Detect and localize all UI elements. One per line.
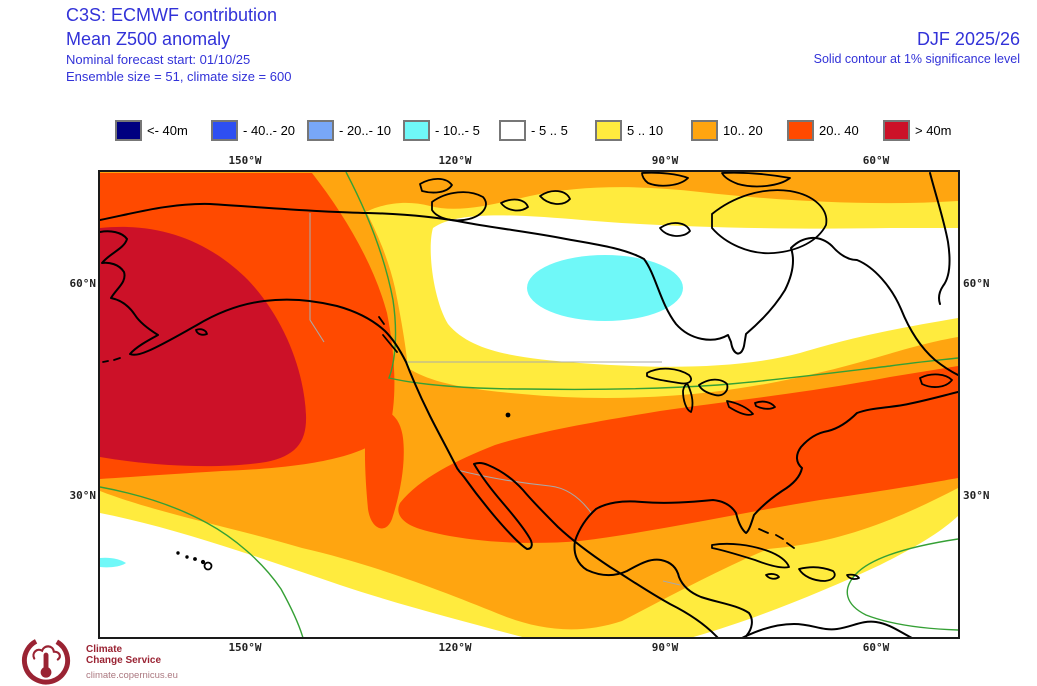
lon-tick-top: 120°W xyxy=(438,154,472,167)
anomaly-map xyxy=(99,171,959,639)
fill-orange-top-band xyxy=(340,172,958,213)
fill-white-caribbean xyxy=(690,516,958,638)
legend-item: > 40m xyxy=(883,120,952,141)
coast-south-america xyxy=(741,620,913,639)
valid-season-label: DJF 2025/26 xyxy=(916,29,1020,49)
legend-item: 20.. 40 xyxy=(787,120,859,141)
legend-label: 20.. 40 xyxy=(819,123,859,138)
legend-item: - 20..- 10 xyxy=(307,120,391,141)
coast-newfoundland xyxy=(919,373,953,388)
legend-item: <- 40m xyxy=(115,120,188,141)
legend-label: 5 .. 10 xyxy=(627,123,664,138)
coast-small-islands xyxy=(102,316,398,571)
border-alaska-yukon xyxy=(309,213,325,343)
header-right: DJF 2025/26 Solid contour at 1% signific… xyxy=(814,27,1020,68)
legend-swatch xyxy=(691,120,718,141)
coast-arctic-hudson-atlantic xyxy=(99,202,959,376)
significance-note: Solid contour at 1% significance level xyxy=(813,52,1020,66)
copernicus-logo xyxy=(16,633,78,686)
figure-title: C3S: ECMWF contribution xyxy=(66,5,278,25)
fill-orangered-east xyxy=(398,366,958,543)
climate-change-service-icon xyxy=(21,636,71,685)
lon-tick-top: 150°W xyxy=(228,154,262,167)
anomaly-fill-regions xyxy=(100,172,958,638)
coast-caribbean xyxy=(711,528,860,582)
filled-land-marks xyxy=(176,412,511,565)
legend-label: - 10..- 5 xyxy=(435,123,480,138)
coast-atlantic-gulf xyxy=(573,391,959,639)
legend-label: 10.. 20 xyxy=(723,123,763,138)
lon-tick-bottom: 150°W xyxy=(228,641,262,654)
figure-subtitle-variable: Mean Z500 anomaly xyxy=(66,29,231,49)
lat-tick-left: 30°N xyxy=(69,489,97,502)
coast-arctic-islands xyxy=(419,171,828,255)
lat-tick-right: 60°N xyxy=(963,277,990,290)
logo-line2: Change Service xyxy=(86,655,162,666)
copernicus-url: climate.copernicus.eu xyxy=(86,670,178,681)
fill-cyan-west-sliver xyxy=(100,557,126,568)
legend-item: - 40..- 20 xyxy=(211,120,295,141)
significance-contour-hawaii xyxy=(99,486,304,639)
hawaii-islands xyxy=(176,551,206,565)
coastlines xyxy=(99,171,959,639)
fill-white-central-canada xyxy=(430,215,958,367)
legend-label: > 40m xyxy=(915,123,952,138)
significance-contours xyxy=(99,171,959,639)
lat-tick-right: 30°N xyxy=(963,489,990,502)
legend-item: - 10..- 5 xyxy=(403,120,480,141)
coast-great-lakes xyxy=(646,367,776,416)
legend-label: - 20..- 10 xyxy=(339,123,392,138)
ensemble-note: Ensemble size = 51, climate size = 600 xyxy=(66,69,292,84)
lat-tick-left: 60°N xyxy=(69,277,97,290)
logo-wordmark: Climate Change Service xyxy=(86,644,161,666)
legend-swatch xyxy=(115,120,142,141)
logo-line1: Climate xyxy=(86,644,123,655)
fill-orangered-coastal-bridge xyxy=(364,410,404,529)
coast-pacific-west xyxy=(99,230,719,639)
legend-swatch xyxy=(307,120,334,141)
fill-darkred-pacific-max xyxy=(100,226,307,467)
legend-swatch xyxy=(499,120,526,141)
forecast-start-note: Nominal forecast start: 01/10/25 xyxy=(66,52,251,67)
legend-label: - 40..- 20 xyxy=(243,123,296,138)
significance-contour-atlantic xyxy=(846,538,959,631)
legend-label: - 5 .. 5 xyxy=(531,123,568,138)
legend-swatch xyxy=(211,120,238,141)
significance-contour-west xyxy=(345,171,959,391)
fill-white-southwest-pacific xyxy=(100,513,526,638)
lon-tick-bottom: 90°W xyxy=(651,641,679,654)
coast-greenland xyxy=(929,172,951,305)
legend-swatch xyxy=(595,120,622,141)
fill-cyan-hudson-bay xyxy=(527,255,683,321)
legend-item: 10.. 20 xyxy=(691,120,763,141)
great-salt-lake xyxy=(505,412,511,418)
map-panel xyxy=(98,170,960,639)
lon-tick-top: 60°W xyxy=(862,154,890,167)
legend-swatch xyxy=(403,120,430,141)
color-legend: <- 40m - 40..- 20 - 20..- 10 - 10..- 5 -… xyxy=(0,120,1037,144)
legend-item: - 5 .. 5 xyxy=(499,120,568,141)
header-left: C3S: ECMWF contribution Mean Z500 anomal… xyxy=(66,3,291,85)
legend-label: <- 40m xyxy=(147,123,188,138)
lon-tick-bottom: 60°W xyxy=(862,641,890,654)
legend-swatch xyxy=(883,120,910,141)
lon-tick-top: 90°W xyxy=(651,154,679,167)
legend-item: 5 .. 10 xyxy=(595,120,663,141)
lon-tick-bottom: 120°W xyxy=(438,641,472,654)
legend-swatch xyxy=(787,120,814,141)
